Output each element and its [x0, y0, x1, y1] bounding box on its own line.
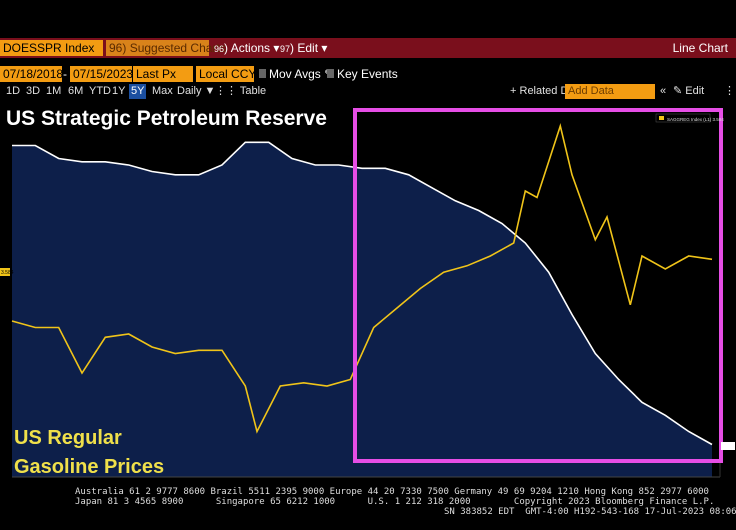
- gasoline-line: [11, 123, 713, 434]
- suggested-number: 96: [109, 41, 123, 55]
- chart-type-label: Line Chart: [672, 41, 728, 55]
- mov-avgs-toggle[interactable]: Mov Avgs ✎: [259, 66, 334, 82]
- range-3d-button[interactable]: 3D: [26, 85, 41, 97]
- left-value-label: 3.584: [1, 270, 14, 276]
- range-1m-button[interactable]: 1M: [46, 85, 62, 97]
- legend-box: [655, 113, 711, 123]
- related-data-button[interactable]: + Related Dat: [508, 84, 580, 99]
- actions-number: 96: [214, 44, 225, 54]
- checkbox-icon: [259, 69, 266, 78]
- date-separator: -: [63, 67, 67, 81]
- range-1y-button[interactable]: 1Y: [112, 85, 126, 97]
- range-1d-button[interactable]: 1D: [6, 85, 21, 97]
- edit-number: 97: [280, 44, 291, 54]
- spr-area-fill: [12, 142, 712, 478]
- footer-line-2: Japan 81 3 4565 8900 Singapore 65 6212 1…: [75, 497, 715, 507]
- actions-label: Actions: [230, 41, 271, 55]
- range-5y-button[interactable]: 5Y: [129, 84, 147, 99]
- range-toolbar: [0, 83, 736, 100]
- plus-icon: +: [510, 85, 517, 97]
- collapse-icon[interactable]: «: [660, 85, 667, 97]
- footer-line-3: SN 383852 EDT GMT-4:00 H192-543-168 17-J…: [444, 507, 736, 517]
- spr-line: [12, 141, 713, 446]
- legend-entry: SAGGREG Index (L1) 3.584: [667, 117, 724, 122]
- table-button[interactable]: ⋮⋮ Table: [213, 84, 268, 99]
- add-data-input[interactable]: Add Data: [565, 84, 655, 99]
- end-date-field[interactable]: 07/15/2023: [70, 66, 133, 82]
- last-value-tag: [721, 442, 735, 450]
- chart-panel: US Strategic Petroleum Reserve US Regula…: [0, 101, 736, 484]
- chevron-down-icon: ▾: [321, 41, 328, 55]
- edit-button[interactable]: 97) Edit ▾: [280, 41, 328, 55]
- key-events-label: Key Events: [337, 67, 398, 81]
- frequency-label: Daily: [177, 85, 202, 97]
- left-value-tag: [0, 268, 10, 276]
- key-events-toggle[interactable]: Key Events: [327, 66, 398, 82]
- actions-button[interactable]: 96) Actions ▾: [214, 41, 280, 55]
- frequency-select[interactable]: Daily ▼: [175, 84, 217, 99]
- chevron-down-icon: ▾: [273, 41, 280, 55]
- currency-select[interactable]: Local CCY: [196, 66, 256, 82]
- suggested-charts-button[interactable]: 96) Suggested Charts: [106, 40, 226, 56]
- range-6m-button[interactable]: 6M: [68, 85, 84, 97]
- table-icon: ⋮⋮: [215, 85, 237, 97]
- more-icon[interactable]: ⋮: [724, 85, 735, 97]
- date-toolbar: 07/18/2018 - 07/15/2023 Last Px Local CC…: [0, 63, 736, 84]
- edit-label: Edit: [297, 41, 319, 55]
- pencil-icon: ✎: [673, 85, 683, 97]
- table-label: Table: [239, 85, 267, 97]
- legend-swatch: [659, 116, 664, 120]
- caret-down-icon: ▼: [204, 85, 216, 97]
- footer: Australia 61 2 9777 8600 Brazil 5511 239…: [0, 484, 736, 530]
- ticker-field[interactable]: DOESSPR Index: [0, 40, 103, 56]
- annotation-line-2: Gasoline Prices: [14, 456, 164, 478]
- footer-line-1: Australia 61 2 9777 8600 Brazil 5511 239…: [75, 487, 709, 497]
- chart-title: US Strategic Petroleum Reserve: [6, 107, 327, 130]
- annotation-line-1: US Regular: [14, 427, 122, 449]
- start-date-field[interactable]: 07/18/2018: [0, 66, 63, 82]
- checkbox-icon: [327, 69, 334, 78]
- range-ytd-button[interactable]: YTD: [89, 85, 111, 97]
- mov-avgs-label: Mov Avgs: [269, 67, 321, 81]
- header-toolbar: DOESSPR Index 96) Suggested Charts 96) A…: [0, 38, 736, 58]
- range-max-button[interactable]: Max: [152, 85, 173, 97]
- highlight-rectangle: [353, 108, 723, 463]
- line-chart: US Strategic Petroleum Reserve US Regula…: [0, 101, 736, 484]
- price-field-select[interactable]: Last Px: [133, 66, 193, 82]
- suggested-label: Suggested Charts: [129, 41, 226, 55]
- related-data-label: Related Dat: [519, 85, 578, 97]
